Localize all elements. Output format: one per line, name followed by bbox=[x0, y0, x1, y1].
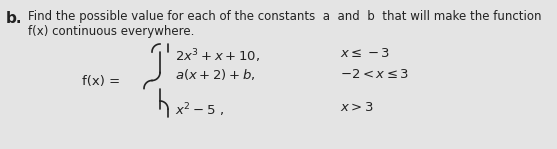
Text: $x \leq -3$: $x \leq -3$ bbox=[340, 47, 390, 60]
Text: f(x) =: f(x) = bbox=[82, 74, 120, 87]
Text: $2x^3 + x + 10,$: $2x^3 + x + 10,$ bbox=[175, 47, 260, 65]
Text: Find the possible value for each of the constants  a  and  b  that will make the: Find the possible value for each of the … bbox=[28, 10, 541, 23]
Text: $-2 < x \leq 3$: $-2 < x \leq 3$ bbox=[340, 67, 409, 80]
Text: $x^2 - 5\ ,$: $x^2 - 5\ ,$ bbox=[175, 101, 224, 119]
Text: $x > 3$: $x > 3$ bbox=[340, 101, 374, 114]
Text: f(x) continuous everywhere.: f(x) continuous everywhere. bbox=[28, 25, 194, 38]
Text: b.: b. bbox=[6, 11, 22, 26]
Text: $a(x + 2) + b,$: $a(x + 2) + b,$ bbox=[175, 66, 256, 82]
